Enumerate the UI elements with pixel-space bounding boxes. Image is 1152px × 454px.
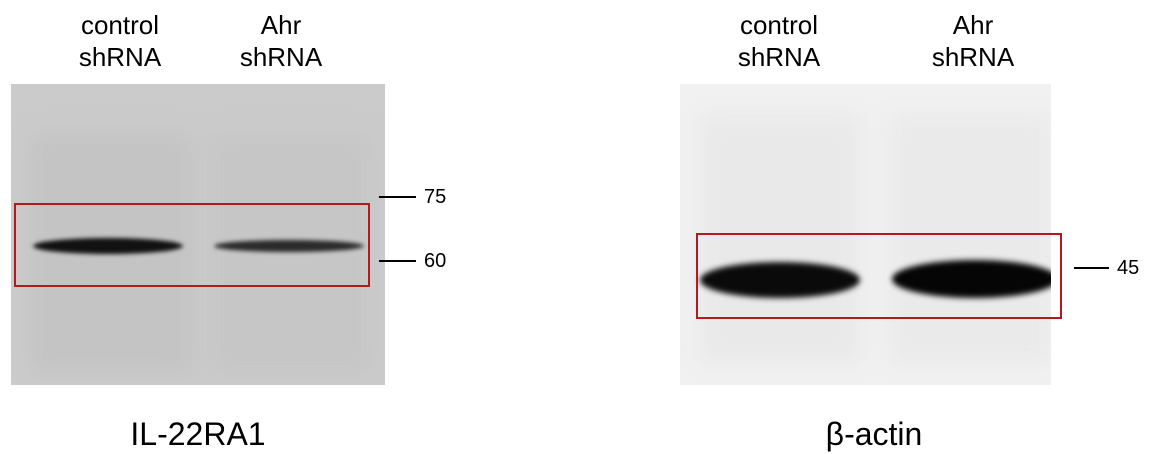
blot-haze [211,134,371,374]
lane-label-control: control shRNA [704,9,854,73]
il22ra1-blot-image [11,84,385,385]
lane-label-line2: shRNA [931,42,1015,72]
band-control [700,262,860,298]
lane-label-line2: shRNA [78,42,162,72]
lane-label-line1: Ahr [260,10,302,40]
lane-label-control: control shRNA [45,9,195,73]
highlight-box [696,233,1062,319]
band-ahr [214,240,364,252]
lane-label-line1: Ahr [952,10,994,40]
il22ra1-panel: control shRNA Ahr shRNA 75 60 IL-22RA1 [0,0,576,452]
marker-tick [379,196,416,198]
lane-label-ahr: Ahr shRNA [206,9,356,73]
beta-actin-panel: control shRNA Ahr shRNA 45 β-actin [576,0,1152,452]
lane-label-line1: control [80,10,160,40]
blot-haze [700,114,860,364]
blot-haze [31,134,191,374]
highlight-box [14,203,370,287]
protein-label: β-actin [825,416,923,452]
marker-label: 75 [424,186,447,208]
protein-label: IL-22RA1 [130,416,266,452]
marker-label: 60 [424,250,447,272]
lane-label-ahr: Ahr shRNA [898,9,1048,73]
band-control [33,238,183,254]
lane-label-line2: shRNA [239,42,323,72]
blot-haze [890,114,1050,364]
marker-tick [379,260,416,262]
marker-label: 45 [1117,257,1140,279]
lane-label-line1: control [739,10,819,40]
lane-label-line2: shRNA [737,42,821,72]
marker-tick [1074,267,1109,269]
band-ahr [892,260,1051,298]
